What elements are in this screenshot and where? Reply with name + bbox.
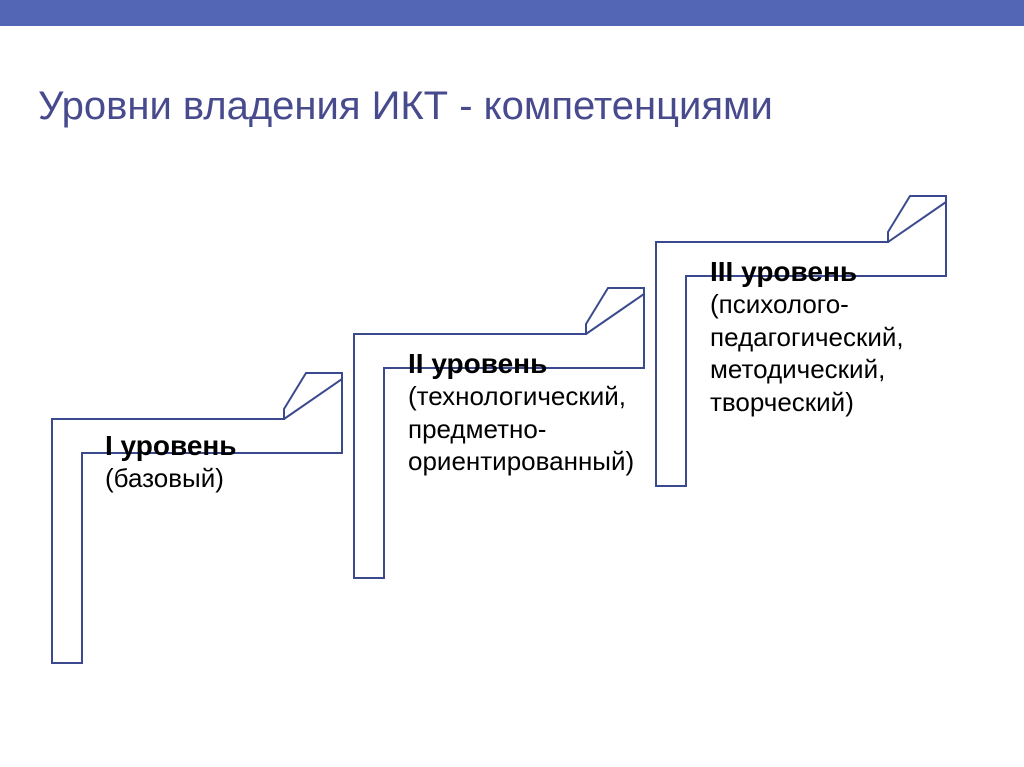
step-title: I уровень bbox=[105, 430, 355, 462]
page-title: Уровни владения ИКТ - компетенциями bbox=[38, 84, 773, 129]
step-level-1 bbox=[52, 373, 342, 663]
top-bar bbox=[0, 0, 1024, 26]
step-title: II уровень bbox=[408, 348, 658, 380]
step-desc: (психолого-педагогический, методический,… bbox=[710, 288, 960, 418]
step-label-level-1: I уровень(базовый) bbox=[105, 430, 355, 495]
step-label-level-3: III уровень(психолого-педагогический, ме… bbox=[710, 256, 960, 418]
step-desc: (технологический, предметно-ориентирован… bbox=[408, 380, 658, 478]
step-title: III уровень bbox=[710, 256, 960, 288]
step-desc: (базовый) bbox=[105, 462, 355, 495]
step-label-level-2: II уровень(технологический, предметно-ор… bbox=[408, 348, 658, 478]
